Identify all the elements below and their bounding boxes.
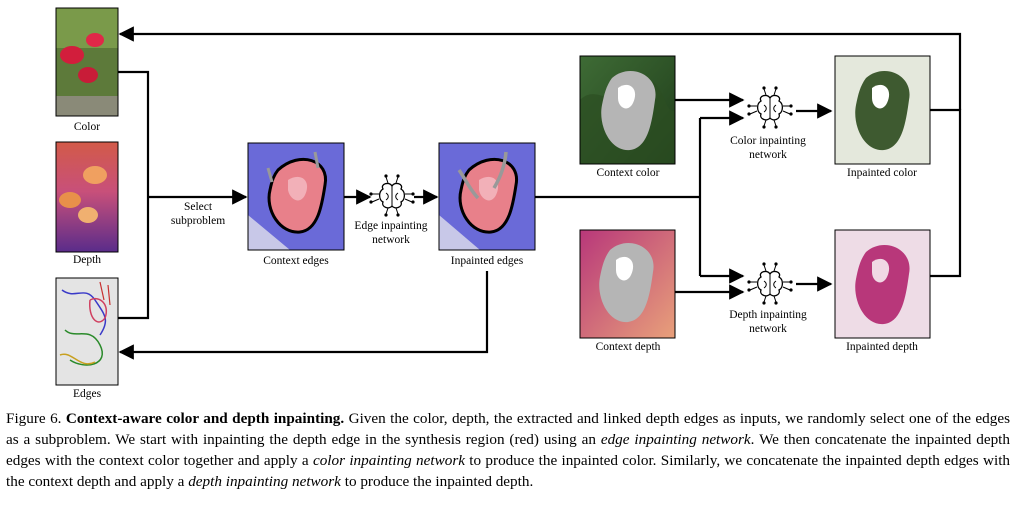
select-subproblem-label-2: subproblem: [171, 215, 225, 227]
context-depth-image: [579, 229, 676, 339]
color-network-label-2: network: [749, 149, 787, 161]
color-network-brain-icon: [746, 85, 794, 130]
edges-image: [55, 277, 119, 386]
inpainted-color-label: Inpainted color: [847, 167, 917, 179]
caption-edge-network: edge inpainting network: [600, 431, 751, 448]
depth-image: [55, 141, 119, 253]
depth-network-label-2: network: [749, 323, 787, 335]
select-subproblem-label-1: Select: [184, 201, 213, 213]
depth-network-label-1: Depth inpainting: [729, 309, 807, 321]
color-network-label-1: Color inpainting: [730, 135, 806, 147]
caption-text-4: to produce the inpainted depth.: [340, 473, 534, 490]
caption-color-network: color inpainting network: [312, 452, 465, 469]
inpainted-depth-image: [834, 229, 931, 339]
caption-text-1: Given the color, depth, the extracted an…: [6, 410, 1010, 448]
context-edges-image: [247, 142, 345, 251]
color-image: [55, 7, 119, 117]
inpainted-color-image: [834, 55, 931, 165]
context-color-image: [579, 55, 676, 165]
context-color-label: Context color: [597, 167, 660, 179]
edge-network-label-1: Edge inpainting: [354, 220, 427, 232]
inpainted-edges-label: Inpainted edges: [451, 255, 524, 267]
pipeline-diagram: Color Depth Edges Select subproblem Cont…: [55, 7, 962, 400]
caption-text-2: . We then concatenate the inpainted dept…: [6, 431, 1010, 469]
edge-network-brain-icon: [368, 173, 416, 218]
inpainted-edges-image: [438, 142, 536, 251]
edges-label: Edges: [73, 388, 102, 400]
caption-text-3: to produce the inpainted color. Similarl…: [6, 452, 1011, 490]
context-edges-label: Context edges: [263, 255, 329, 267]
color-label: Color: [74, 121, 100, 133]
inpainted-depth-label: Inpainted depth: [846, 341, 918, 353]
edge-network-label-2: network: [372, 234, 410, 246]
context-depth-label: Context depth: [596, 341, 661, 353]
caption-prefix: Figure 6.: [6, 410, 66, 427]
figure-caption: Figure 6. Context-aware color and depth …: [6, 408, 1010, 492]
caption-title: Context-aware color and depth inpainting…: [65, 410, 345, 427]
caption-depth-network: depth inpainting network: [188, 473, 341, 490]
depth-network-brain-icon: [746, 261, 794, 306]
depth-label: Depth: [73, 254, 101, 266]
